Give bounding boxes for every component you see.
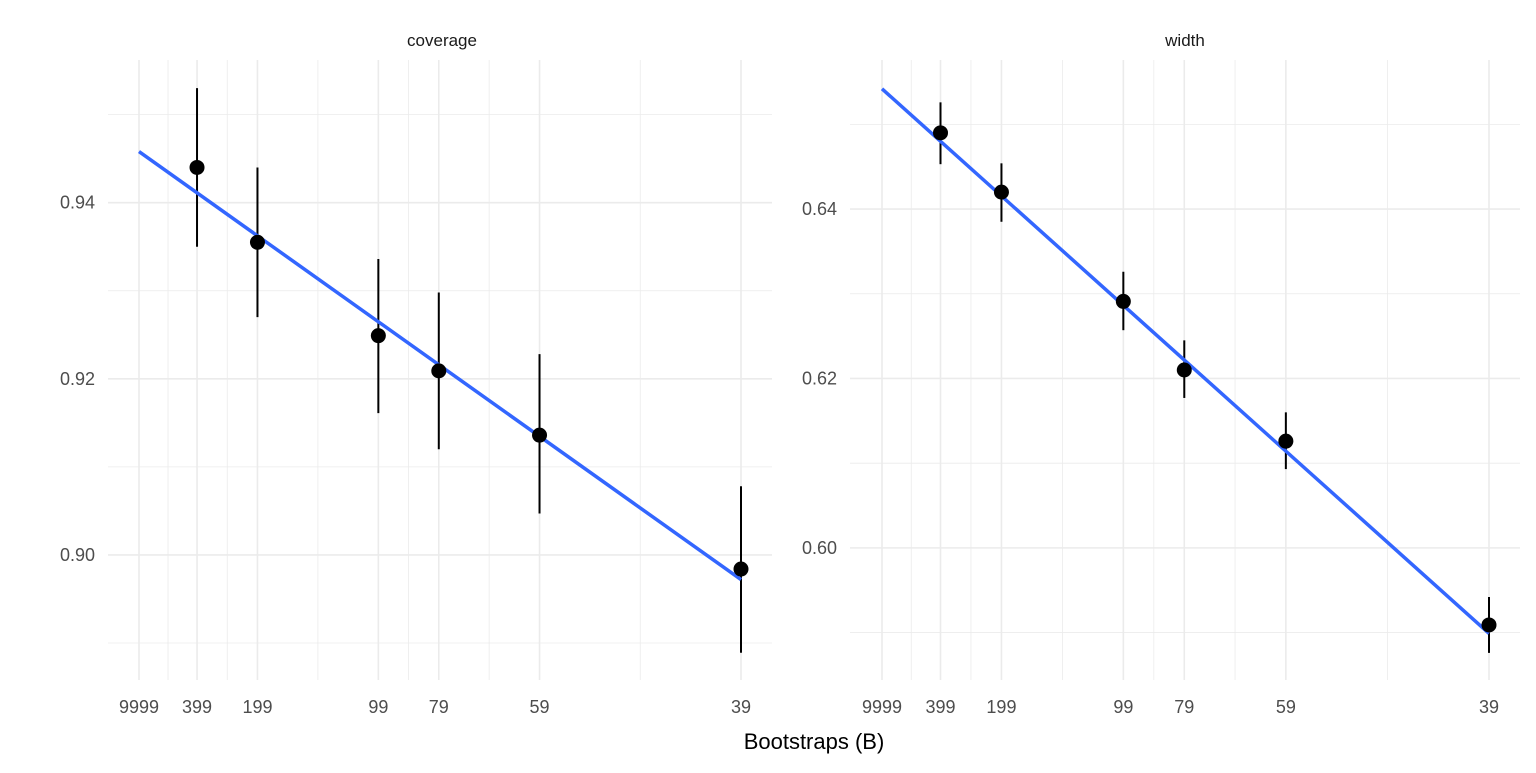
data-point xyxy=(933,125,949,141)
data-point xyxy=(532,427,548,443)
x-tick-label: 9999 xyxy=(119,697,159,717)
y-tick-label: 0.94 xyxy=(60,193,95,213)
x-tick-label: 79 xyxy=(1174,697,1194,717)
data-point xyxy=(189,159,205,175)
data-point xyxy=(993,184,1009,200)
x-tick-label: 9999 xyxy=(862,697,902,717)
x-tick-label: 59 xyxy=(1276,697,1296,717)
data-point xyxy=(249,234,265,250)
x-tick-label: 39 xyxy=(1479,697,1499,717)
x-tick-label: 79 xyxy=(429,697,449,717)
x-tick-label: 399 xyxy=(925,697,955,717)
x-axis-title: Bootstraps (B) xyxy=(744,729,885,754)
x-tick-label: 59 xyxy=(530,697,550,717)
x-tick-label: 399 xyxy=(182,697,212,717)
y-tick-label: 0.62 xyxy=(802,368,837,388)
y-tick-label: 0.92 xyxy=(60,369,95,389)
fit-line xyxy=(880,87,1491,635)
x-tick-label: 99 xyxy=(1113,697,1133,717)
data-point xyxy=(733,561,749,577)
x-tick-label: 99 xyxy=(368,697,388,717)
x-tick-label: 199 xyxy=(242,697,272,717)
data-point xyxy=(370,328,386,344)
data-point xyxy=(1278,433,1294,449)
data-point xyxy=(1481,617,1497,633)
x-tick-label: 39 xyxy=(731,697,751,717)
y-tick-label: 0.90 xyxy=(60,545,95,565)
panel-title: width xyxy=(1164,31,1205,50)
panel-title: coverage xyxy=(407,31,477,50)
y-tick-label: 0.64 xyxy=(802,199,837,219)
x-tick-label: 199 xyxy=(986,697,1016,717)
data-point xyxy=(1115,293,1131,309)
data-point xyxy=(431,363,447,379)
y-tick-label: 0.60 xyxy=(802,538,837,558)
data-point xyxy=(1176,362,1192,378)
